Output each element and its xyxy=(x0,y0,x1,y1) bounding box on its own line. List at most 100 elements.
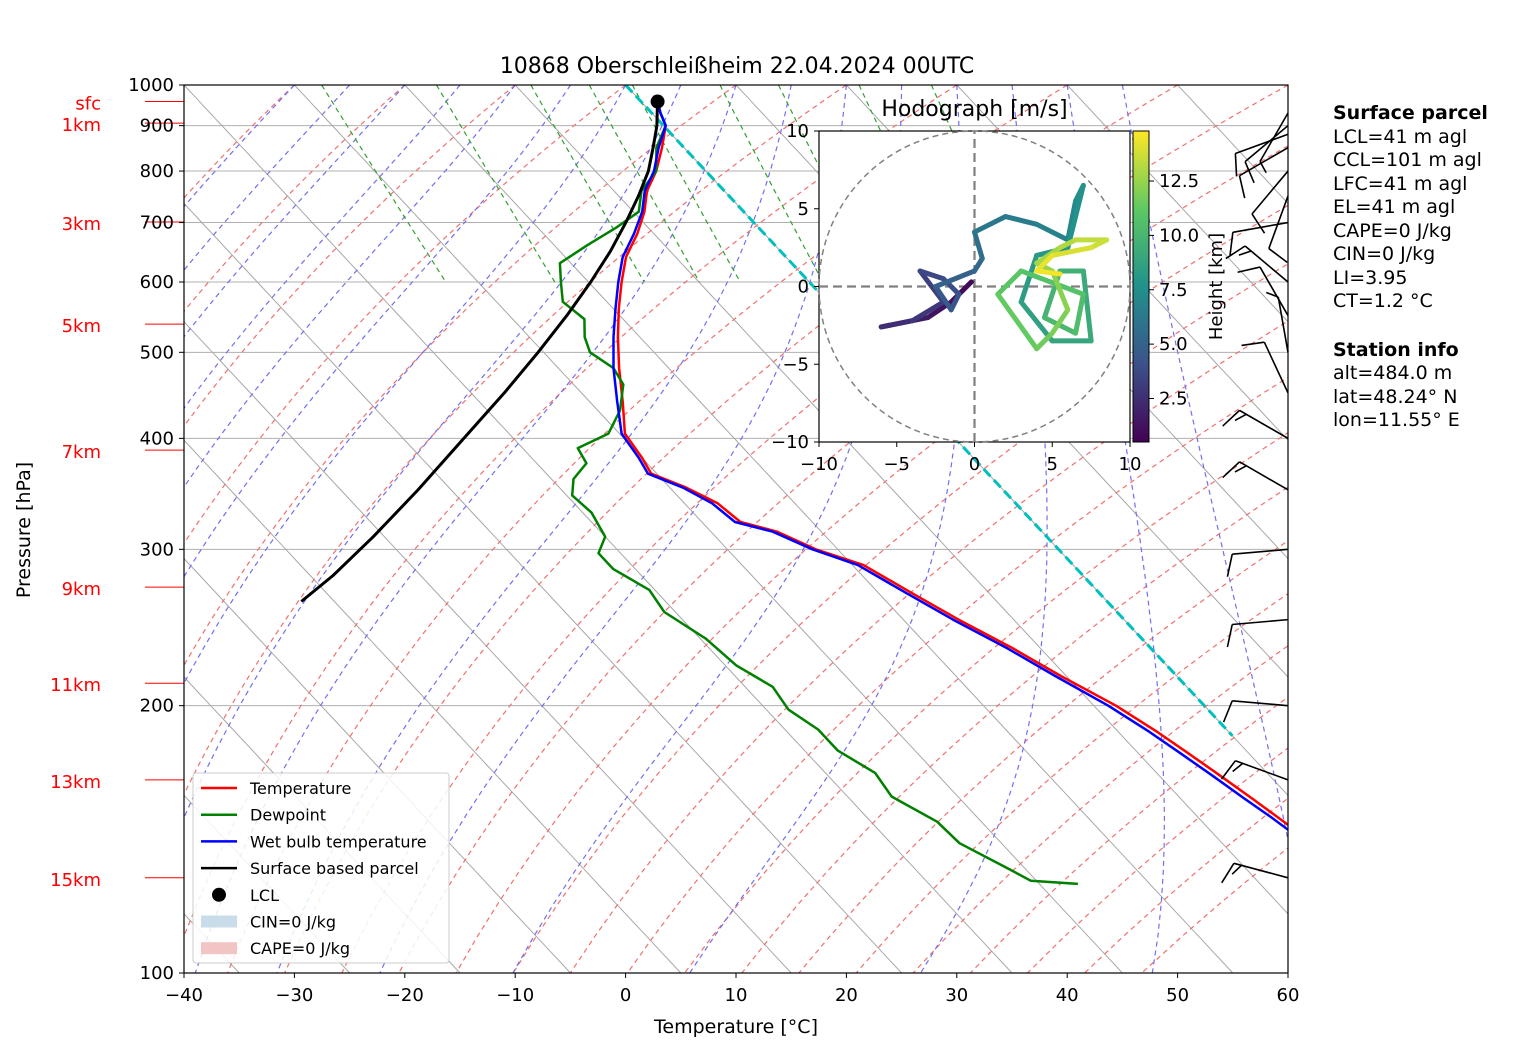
colorbar-tick-label: 2.5 xyxy=(1159,389,1188,410)
hodograph-segment xyxy=(1057,237,1079,251)
parcel-line: EL=41 m agl xyxy=(1333,196,1456,218)
wind-barb-flag xyxy=(1268,247,1288,264)
wind-barb-flag xyxy=(1234,465,1247,473)
hodograph: Hodograph [m/s] −10−10 −5 −5 0 0 5 5 10 10 2.5 5.0 7… xyxy=(771,97,1227,475)
axis-layer: −40 −30 −20 −10 0 10 20 30 40 50 60100200300400500… xyxy=(128,75,1299,1006)
hodograph-segment xyxy=(909,299,946,324)
hodo-x-tick-label: −5 xyxy=(883,454,910,475)
hodograph-segment xyxy=(1018,252,1040,305)
hodograph-segment xyxy=(948,291,962,313)
hodograph-segment xyxy=(1003,214,1040,227)
wind-barb-staff xyxy=(1239,461,1289,491)
wind-barb-staff xyxy=(1259,112,1289,162)
y-tick-label: 900 xyxy=(140,116,174,137)
hodograph-segment xyxy=(1073,291,1086,336)
legend-swatch xyxy=(201,915,237,928)
dry-adiabat xyxy=(184,85,516,427)
wind-barb-staff xyxy=(1239,146,1289,177)
wind-barb-flag xyxy=(1234,413,1247,422)
colorbar-tick-label: 12.5 xyxy=(1159,171,1199,192)
hodograph-segment xyxy=(1034,252,1055,274)
x-tick-label: 10 xyxy=(725,985,748,1006)
dry-adiabat xyxy=(184,85,847,796)
parcel-line: CAPE=0 J/kg xyxy=(1333,219,1452,242)
isotherm xyxy=(184,439,682,973)
y-tick-label: 500 xyxy=(140,342,174,363)
y-tick-label: 700 xyxy=(140,213,174,234)
wind-barb-flag xyxy=(1229,232,1234,256)
dry-adiabat xyxy=(184,85,406,313)
moist-adiabat xyxy=(379,85,847,973)
info-panel: Surface parcel LCL=41 m agl CCL=101 m ag… xyxy=(1333,102,1488,433)
hodo-x-tick-label: 0 xyxy=(969,454,980,475)
x-tick-label: −10 xyxy=(496,985,534,1006)
hodograph-segment xyxy=(995,268,1024,297)
x-tick-label: 20 xyxy=(835,985,858,1006)
hodograph-segment xyxy=(1034,260,1055,274)
x-tick-label: 40 xyxy=(1056,985,1079,1006)
hodograph-segment xyxy=(972,214,1009,235)
legend-swatch xyxy=(201,942,237,955)
wind-barb-flag xyxy=(1226,554,1233,577)
hodo-y-tick-label: −10 xyxy=(771,432,809,453)
station-line: alt=484.0 m xyxy=(1333,362,1453,384)
x-tick-label: 60 xyxy=(1277,985,1300,1006)
moist-adiabat xyxy=(184,85,682,820)
legend-label: Wet bulb temperature xyxy=(250,832,427,851)
colorbar-tick-label: 10.0 xyxy=(1159,225,1199,246)
isotherm xyxy=(184,202,902,973)
height-label: 5km xyxy=(62,316,101,337)
hodograph-title: Hodograph [m/s] xyxy=(881,97,1067,122)
x-tick-label: 50 xyxy=(1166,985,1189,1006)
isotherm xyxy=(184,557,571,973)
legend-label: Dewpoint xyxy=(250,806,326,825)
wind-barb-staff xyxy=(1268,195,1289,249)
isotherm xyxy=(184,85,1013,973)
hodograph-segment xyxy=(1018,299,1055,344)
moist-adiabat xyxy=(184,85,627,685)
wind-barb-flag xyxy=(1251,213,1266,234)
hodograph-segment xyxy=(1034,221,1071,243)
dry-adiabat xyxy=(184,85,737,667)
chart-title: 10868 Oberschleißheim 22.04.2024 00UTC xyxy=(500,54,975,79)
wind-barb-flag xyxy=(1231,864,1243,875)
colorbar-tick-label: 7.5 xyxy=(1159,280,1188,301)
isotherm xyxy=(514,85,1288,915)
hodograph-segment xyxy=(995,291,1040,352)
dry-adiabat xyxy=(226,85,1068,973)
hodo-x-tick-label: 10 xyxy=(1119,454,1142,475)
wind-barb-flag xyxy=(1234,153,1238,177)
wind-barb-flag xyxy=(1244,161,1255,184)
hodograph-path xyxy=(878,182,1110,352)
hodograph-segment xyxy=(878,318,915,330)
x-tick-label: 0 xyxy=(620,985,631,1006)
hodograph-segment xyxy=(1080,268,1094,344)
wind-barb-flag xyxy=(1238,250,1252,256)
wind-barb-flag xyxy=(1225,245,1246,260)
hodograph-segment xyxy=(917,268,946,282)
x-tick-label: −40 xyxy=(165,985,203,1006)
wind-barb-staff xyxy=(1232,700,1289,707)
legend-box xyxy=(192,772,450,964)
height-label: 13km xyxy=(50,772,101,793)
y-tick-label: 1000 xyxy=(128,75,174,96)
isotherm xyxy=(1177,85,1288,205)
mixing-ratio-line xyxy=(719,85,824,283)
wind-barb-staff xyxy=(1244,245,1289,283)
colorbar-label: Height [km] xyxy=(1206,233,1227,340)
series-line xyxy=(612,101,1288,832)
x-tick-label: −30 xyxy=(275,985,313,1006)
hodo-y-tick-label: 0 xyxy=(798,277,809,298)
parcel-line: CIN=0 J/kg xyxy=(1333,243,1436,265)
legend-label: LCL xyxy=(250,886,279,905)
x-axis-label: Temperature [°C] xyxy=(653,1016,818,1038)
wind-barb-flag xyxy=(1226,624,1233,648)
height-label: 11km xyxy=(50,675,101,696)
moist-adiabat xyxy=(689,85,964,973)
wind-barb-staff xyxy=(1235,759,1289,781)
moist-adiabat xyxy=(276,85,792,973)
isotherm xyxy=(184,321,792,973)
wind-barb-staff xyxy=(1235,133,1289,155)
wind-barb-flag xyxy=(1259,161,1267,174)
